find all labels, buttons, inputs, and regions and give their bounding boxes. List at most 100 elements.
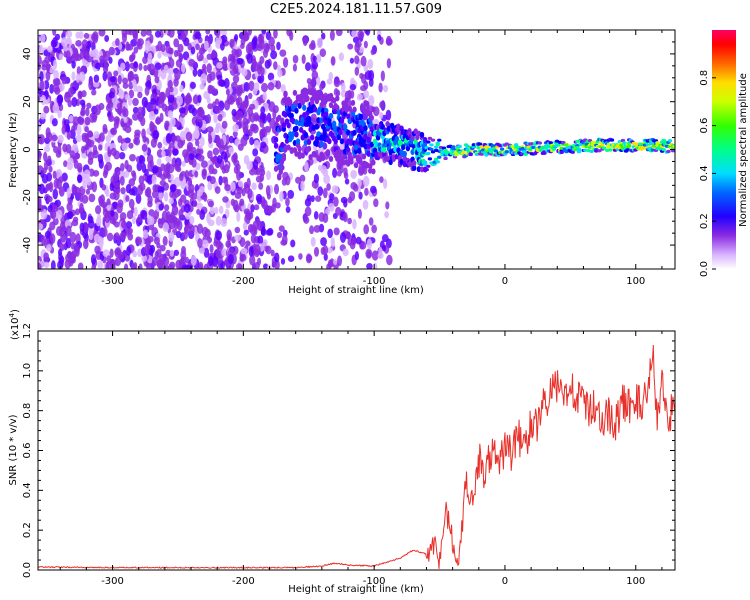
heatmap-cell <box>385 109 392 121</box>
heatmap-cell <box>58 248 63 257</box>
heatmap-cell <box>152 129 160 140</box>
heatmap-cell <box>50 260 56 269</box>
heatmap-cell <box>379 101 385 109</box>
heatmap-cell <box>385 201 390 210</box>
heatmap-cell <box>620 138 626 143</box>
heatmap-cell <box>66 132 71 140</box>
heatmap-cell <box>65 123 71 133</box>
heatmap-cell <box>243 208 250 216</box>
heatmap-cell <box>300 99 305 106</box>
heatmap-cell <box>41 235 46 247</box>
heatmap-cell <box>370 48 376 56</box>
heatmap-cell <box>386 58 392 69</box>
heatmap-cell <box>220 217 228 227</box>
heatmap-cell <box>184 95 190 105</box>
heatmap-cell <box>125 195 130 202</box>
heatmap-cell <box>270 249 275 257</box>
heatmap-cell <box>57 144 62 155</box>
heatmap-cell <box>363 224 370 235</box>
heatmap-cell <box>244 213 251 225</box>
heatmap-cell <box>169 249 175 257</box>
heatmap-cell <box>214 186 221 194</box>
heatmap-cell <box>65 50 71 60</box>
heatmap-cell <box>178 107 186 114</box>
heatmap-cell <box>168 231 175 242</box>
heatmap-cell <box>430 138 436 142</box>
heatmap-cell <box>126 246 132 256</box>
heatmap-cell <box>354 251 360 261</box>
heatmap-cell <box>140 30 147 37</box>
heatmap-cell <box>300 180 305 192</box>
snr-y-ticks: 0.0 0.2 0.4 0.6 0.8 1.0 1.2 <box>22 323 675 578</box>
heatmap-cell <box>313 106 318 113</box>
heatmap-cell <box>117 74 122 85</box>
heatmap-cell <box>178 198 183 207</box>
heatmap-cell <box>60 37 68 47</box>
heatmap-cell <box>265 185 271 197</box>
heatmap-cell <box>287 189 295 199</box>
heatmap-cell <box>356 93 363 101</box>
snr-y-scale-prefix: (x10 <box>10 317 21 340</box>
heatmap-cell <box>88 193 96 203</box>
heatmap-cell <box>240 42 245 50</box>
heatmap-cell <box>58 53 63 61</box>
heatmap-cell <box>320 237 327 247</box>
heatmap-cell <box>201 239 209 249</box>
heatmap-cell <box>192 200 198 208</box>
heatmap-cell <box>253 61 259 72</box>
heatmap-cell <box>347 43 354 50</box>
heatmap-cell <box>50 39 57 48</box>
heatmap-cell <box>343 171 349 180</box>
heatmap-cell <box>294 125 299 132</box>
spectrogram-x-label: Height of straight line (km) <box>288 285 424 296</box>
heatmap-cell <box>190 255 197 266</box>
heatmap-cell <box>313 224 321 233</box>
heatmap-cell <box>667 139 673 143</box>
heatmap-cell <box>263 42 270 54</box>
heatmap-cell <box>570 150 575 154</box>
heatmap-cell <box>108 115 115 123</box>
heatmap-cell <box>68 115 74 123</box>
heatmap-cell <box>66 187 72 198</box>
y-tick-label: 1.0 <box>22 363 33 379</box>
heatmap-cell <box>381 234 389 243</box>
heatmap-cell <box>329 193 335 201</box>
heatmap-cell <box>342 248 349 257</box>
heatmap-cell <box>128 89 135 99</box>
heatmap-cell <box>276 231 283 239</box>
heatmap-cell <box>248 80 255 92</box>
heatmap-cell <box>267 72 275 81</box>
heatmap-cell <box>358 114 364 121</box>
heatmap-cell <box>180 31 186 41</box>
heatmap-cell <box>225 88 230 96</box>
heatmap-cell <box>285 206 291 213</box>
heatmap-cell <box>215 230 223 241</box>
heatmap-cell <box>49 233 56 245</box>
heatmap-cell <box>116 107 122 115</box>
heatmap-cell <box>300 152 305 159</box>
heatmap-cell <box>292 54 299 64</box>
heatmap-cell <box>136 161 143 172</box>
heatmap-cell <box>320 155 326 162</box>
heatmap-cell <box>152 184 159 193</box>
heatmap-cell <box>336 170 342 177</box>
heatmap-cell <box>176 188 182 196</box>
heatmap-cell <box>371 224 377 234</box>
heatmap-cell <box>371 106 376 113</box>
heatmap-cell <box>302 104 307 111</box>
heatmap-cell <box>371 250 379 261</box>
heatmap-cell <box>43 261 50 268</box>
heatmap-cell <box>165 249 171 257</box>
heatmap-cell <box>111 218 117 226</box>
heatmap-cell <box>52 103 60 114</box>
heatmap-cell <box>160 217 166 225</box>
heatmap-cell <box>228 147 234 155</box>
heatmap-cell <box>273 183 280 195</box>
colorbar-tick-label: 0.6 <box>699 118 710 134</box>
colorbar-tick-label: 0.0 <box>699 261 710 277</box>
heatmap-cell <box>79 202 84 214</box>
heatmap-cell <box>198 247 205 255</box>
heatmap-cell <box>214 206 219 215</box>
heatmap-cell <box>306 194 312 202</box>
